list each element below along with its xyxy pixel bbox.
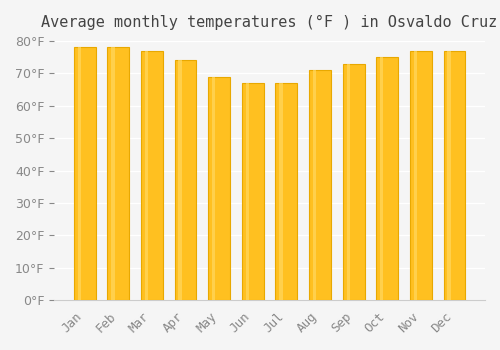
Bar xyxy=(78,47,81,300)
Bar xyxy=(178,60,182,300)
Bar xyxy=(246,83,249,300)
Bar xyxy=(313,70,316,300)
Bar xyxy=(309,70,331,300)
Bar xyxy=(145,51,148,300)
Bar xyxy=(410,51,432,300)
Bar xyxy=(108,47,130,300)
Bar xyxy=(208,77,230,300)
Bar xyxy=(444,51,466,300)
Bar xyxy=(280,83,282,300)
Bar xyxy=(346,64,350,300)
Bar xyxy=(380,57,384,300)
Bar xyxy=(174,60,197,300)
Bar xyxy=(111,47,114,300)
Bar xyxy=(212,77,216,300)
Bar xyxy=(448,51,450,300)
Bar xyxy=(342,64,364,300)
Title: Average monthly temperatures (°F ) in Osvaldo Cruz: Average monthly temperatures (°F ) in Os… xyxy=(42,15,498,30)
Bar xyxy=(242,83,264,300)
Bar xyxy=(414,51,417,300)
Bar xyxy=(276,83,297,300)
Bar xyxy=(376,57,398,300)
Bar xyxy=(141,51,163,300)
Bar xyxy=(74,47,96,300)
